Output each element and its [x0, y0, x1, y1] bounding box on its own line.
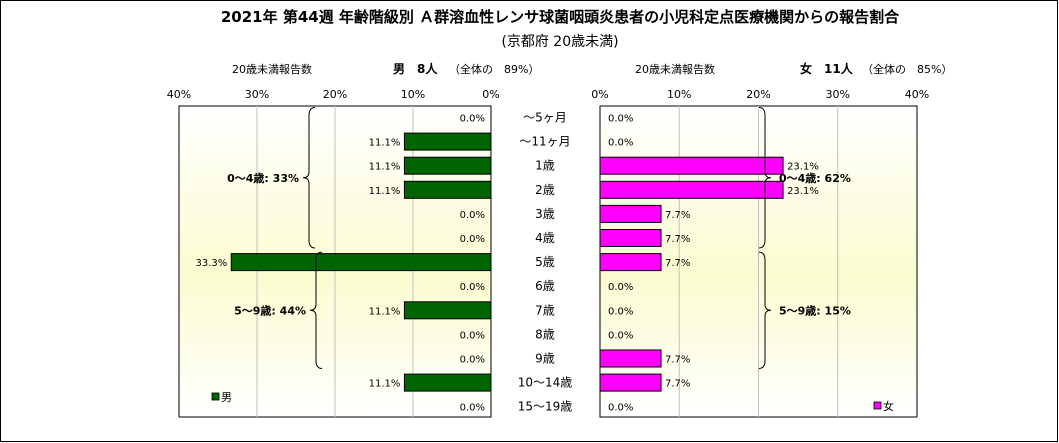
category-label: 15～19歳	[518, 400, 573, 414]
female-x-tick-label: 30%	[826, 88, 850, 101]
chart-title: 2021年 第44週 年齢階級別 Ａ群溶血性レンサ球菌咽頭炎患者の小児科定点医療…	[221, 8, 900, 26]
male-count-label: 20歳未満報告数	[232, 63, 312, 76]
male-summary: 男 8人	[393, 61, 438, 76]
female-data-label: 7.7%	[665, 234, 690, 245]
category-label: ～11ヶ月	[519, 135, 570, 149]
female-bar	[599, 156, 784, 175]
female-data-label: 0.0%	[608, 138, 633, 149]
female-bar	[599, 349, 662, 368]
female-legend-swatch	[873, 401, 882, 410]
male-group-label: 0～4歳: 33%	[227, 171, 299, 185]
male-bar	[403, 132, 492, 151]
male-data-label: 0.0%	[460, 355, 485, 366]
male-data-label: 11.1%	[369, 306, 401, 317]
male-bar	[403, 156, 492, 175]
category-label: 9歳	[535, 352, 555, 366]
female-data-label: 0.0%	[608, 403, 633, 414]
male-bar	[403, 180, 492, 199]
male-data-label: 11.1%	[369, 379, 401, 390]
category-label: 3歳	[535, 207, 555, 221]
male-data-label: 0.0%	[460, 114, 485, 125]
category-label: 7歳	[535, 303, 555, 317]
female-bar	[599, 180, 784, 199]
male-bar	[403, 373, 492, 392]
female-legend-label: 女	[883, 399, 894, 413]
male-x-tick-label: 40%	[167, 88, 191, 101]
female-data-label: 7.7%	[665, 210, 690, 221]
category-label: 5歳	[535, 255, 555, 269]
male-x-tick-label: 20%	[323, 88, 347, 101]
category-label: 6歳	[535, 279, 555, 293]
female-x-tick-label: 10%	[667, 88, 691, 101]
male-bar	[230, 253, 492, 272]
female-count-label: 20歳未満報告数	[635, 63, 715, 76]
male-data-label: 0.0%	[460, 403, 485, 414]
female-data-label: 7.7%	[665, 355, 690, 366]
male-legend-swatch	[211, 392, 220, 401]
male-data-label: 11.1%	[369, 162, 401, 173]
male-data-label: 0.0%	[460, 282, 485, 293]
category-label: ～5ヶ月	[523, 111, 567, 125]
male-data-label: 0.0%	[460, 210, 485, 221]
female-summary: 女 11人	[800, 61, 854, 76]
female-data-label: 0.0%	[608, 114, 633, 125]
female-bar	[599, 373, 662, 392]
male-x-tick-label: 30%	[245, 88, 269, 101]
female-data-label: 7.7%	[665, 258, 690, 269]
category-label: 8歳	[535, 327, 555, 341]
female-data-label: 0.0%	[608, 306, 633, 317]
male-x-tick-label: 0%	[482, 88, 499, 101]
category-label: 1歳	[535, 159, 555, 173]
female-bar	[599, 229, 662, 247]
female-share: （全体の 85%）	[862, 62, 952, 76]
female-group-label: 5～9歳: 15%	[779, 303, 851, 317]
chart-subtitle: (京都府 20歳未満)	[501, 34, 618, 50]
female-group-brace	[758, 251, 772, 369]
female-group-label: 0～4歳: 62%	[779, 171, 851, 185]
category-label: 2歳	[535, 183, 555, 197]
male-data-label: 11.1%	[369, 186, 401, 197]
chart-marks: 0% 0% 10% 10% 20% 20% 30% 30% 40% 40% ～5ヶ月 ～11ヶ月 1歳 2…	[167, 88, 929, 417]
male-group-brace	[302, 107, 316, 249]
male-data-label: 11.1%	[369, 138, 401, 149]
category-label: 4歳	[535, 231, 555, 245]
female-bar	[599, 253, 662, 272]
male-group-brace	[309, 251, 323, 369]
male-legend-label: 男	[221, 391, 232, 404]
female-data-label: 23.1%	[787, 162, 819, 173]
male-data-label: 0.0%	[460, 234, 485, 245]
female-data-label: 23.1%	[787, 186, 819, 197]
male-share: （全体の 89%）	[449, 62, 539, 76]
male-x-tick-label: 10%	[401, 88, 425, 101]
female-data-label: 0.0%	[608, 330, 633, 341]
female-group-brace	[758, 107, 772, 249]
female-x-tick-label: 20%	[746, 88, 770, 101]
female-x-tick-label: 40%	[905, 88, 929, 101]
male-data-label: 33.3%	[195, 258, 227, 269]
female-x-tick-label: 0%	[591, 88, 608, 101]
male-group-label: 5～9歳: 44%	[234, 303, 306, 317]
male-data-label: 0.0%	[460, 330, 485, 341]
female-data-label: 0.0%	[608, 282, 633, 293]
female-data-label: 7.7%	[665, 379, 690, 390]
category-label: 10～14歳	[518, 376, 573, 390]
male-bar	[403, 301, 492, 320]
female-bar	[599, 204, 662, 223]
